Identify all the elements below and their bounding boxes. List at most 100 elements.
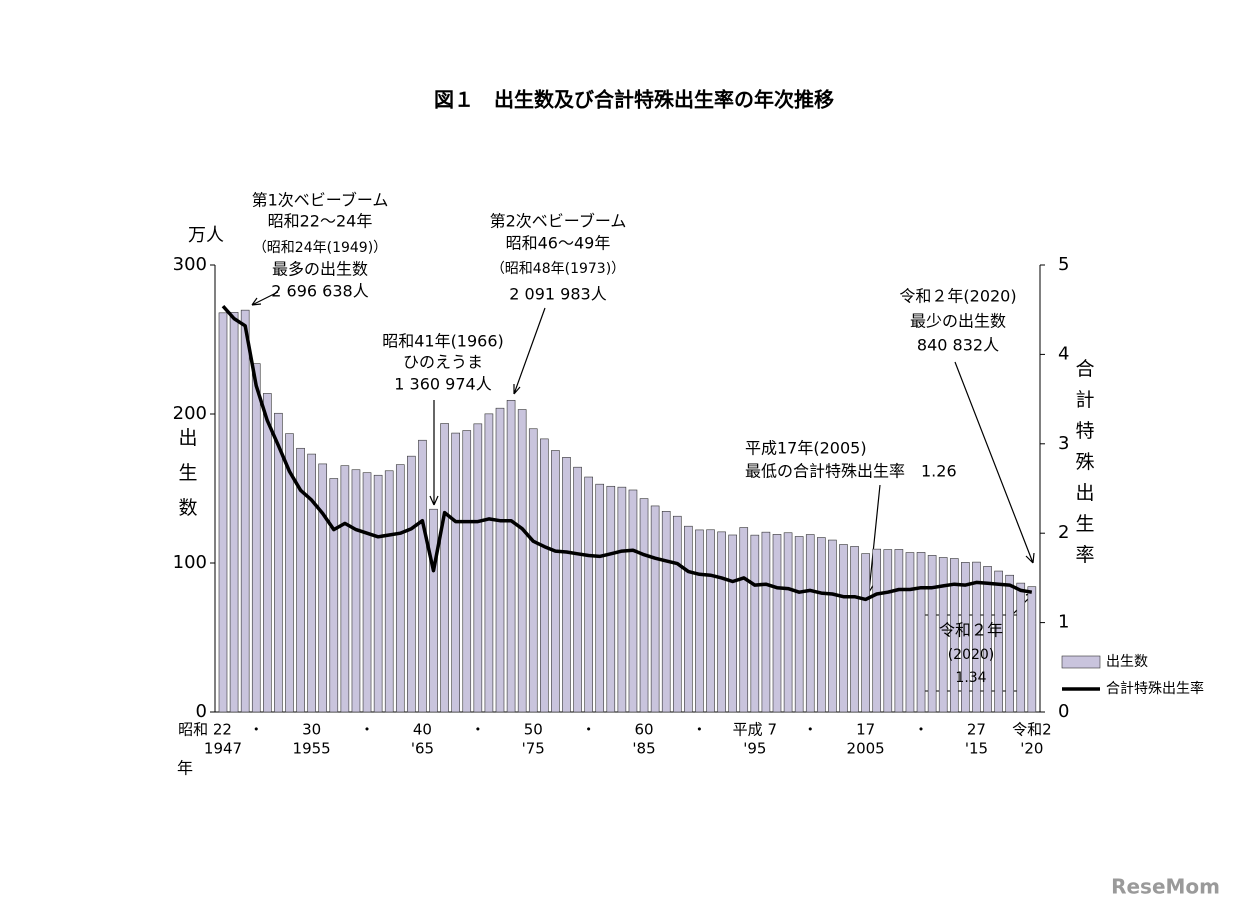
- arrow: [513, 307, 546, 395]
- x-tick-label-2: '75: [522, 740, 545, 758]
- bar: [639, 498, 649, 713]
- bar: [307, 453, 316, 713]
- y-tick-label: 200: [173, 403, 207, 424]
- x-tick-label: 17: [856, 721, 875, 739]
- bar: [274, 412, 283, 713]
- bar: [972, 561, 981, 713]
- bar: [528, 428, 538, 713]
- bar: [839, 544, 848, 713]
- annotation: 最低の合計特殊出生率 1.26: [745, 462, 957, 481]
- annotation: 第1次ベビーブーム: [252, 191, 389, 210]
- bar: [384, 470, 394, 713]
- bar: [994, 570, 1003, 713]
- watermark: ReseMom: [1111, 875, 1220, 899]
- bar: [551, 450, 560, 713]
- bar: [750, 534, 760, 713]
- annotation: 840 832人: [917, 336, 999, 355]
- x-tick-label-2: '20: [1020, 740, 1043, 758]
- y-unit: 万人: [188, 225, 224, 246]
- bar: [318, 463, 328, 713]
- bar: [905, 552, 915, 713]
- annotation: 昭和22～24年: [268, 212, 373, 231]
- bar: [861, 553, 870, 713]
- y-tick-label: 100: [173, 552, 207, 573]
- bar: [661, 510, 671, 713]
- y2-tick-label: 2: [1058, 522, 1069, 543]
- x-tick-label: ・: [581, 721, 596, 739]
- bar: [772, 534, 782, 713]
- legend-label: 出生数: [1106, 654, 1148, 670]
- bar: [373, 474, 383, 713]
- bar: [650, 505, 660, 713]
- bar: [285, 433, 294, 713]
- bar: [251, 363, 261, 713]
- bar: [606, 485, 616, 713]
- annotation-box: [921, 614, 1021, 692]
- bar: [296, 447, 305, 713]
- bar: [562, 457, 571, 713]
- bar: [739, 527, 749, 713]
- annotation: 令和２年(2020): [899, 287, 1016, 306]
- y2-tick-label: 1: [1058, 612, 1069, 633]
- annotation-arrows: [251, 291, 1036, 618]
- x-tick-label-2: '15: [965, 740, 988, 758]
- legend-swatch: [1061, 655, 1101, 669]
- bar: [927, 555, 937, 713]
- annotation: 最少の出生数: [910, 312, 1006, 331]
- annotation: 2 696 638人: [271, 282, 368, 301]
- bar: [573, 466, 582, 713]
- bar: [983, 566, 992, 713]
- bar: [595, 483, 605, 713]
- bar: [938, 557, 948, 713]
- x-tick-label: 50: [524, 721, 543, 739]
- bar: [395, 464, 405, 713]
- bar: [495, 407, 505, 713]
- annotation: 平成17年(2005): [745, 439, 867, 458]
- x-tick-label-2: 1947: [204, 740, 242, 758]
- bar: [506, 399, 516, 713]
- annotation: 2 091 983人: [509, 285, 606, 304]
- bar: [540, 438, 549, 713]
- annotation: ひのえうま: [403, 353, 483, 372]
- annotation: (2020): [948, 647, 995, 663]
- x-unit: 年: [177, 759, 193, 778]
- bar: [916, 552, 926, 713]
- bar: [484, 413, 494, 713]
- bar: [728, 534, 737, 713]
- bar: [672, 515, 682, 713]
- bar: [949, 558, 959, 713]
- x-tick-label: 60: [634, 721, 653, 739]
- bar: [883, 549, 893, 713]
- bar: [240, 309, 250, 713]
- bar: [451, 432, 460, 713]
- x-tick-label: ・: [470, 721, 485, 739]
- y2-tick-label: 3: [1058, 433, 1069, 454]
- x-tick-label: 平成 7: [733, 721, 777, 739]
- bar: [717, 531, 726, 713]
- annotation: 最多の出生数: [272, 260, 368, 279]
- annotation: 令和２年: [939, 621, 1003, 640]
- bar: [584, 476, 593, 713]
- x-tick-label: 昭和 22: [178, 721, 232, 739]
- x-tick-label: 令和2: [1012, 721, 1052, 739]
- bar: [229, 312, 239, 713]
- x-tick-label: ・: [803, 721, 818, 739]
- bar: [440, 423, 449, 713]
- bar: [263, 393, 272, 713]
- bar: [961, 562, 970, 713]
- annotation: 1 360 974人: [394, 375, 491, 394]
- annotation: 昭和46～49年: [506, 234, 611, 253]
- y2-tick-label: 0: [1058, 701, 1069, 722]
- arrow: [429, 400, 439, 506]
- bar: [418, 439, 427, 713]
- y2-tick-label: 4: [1058, 343, 1069, 364]
- arrow: [251, 291, 279, 306]
- bar: [695, 529, 704, 713]
- x-tick-label-2: '95: [743, 740, 766, 758]
- x-tick-label-2: '85: [632, 740, 655, 758]
- bar: [1027, 586, 1037, 713]
- bar: [805, 534, 815, 713]
- bar: [617, 486, 627, 713]
- annotation: 1.34: [955, 670, 986, 686]
- y-tick-label: 300: [173, 254, 207, 275]
